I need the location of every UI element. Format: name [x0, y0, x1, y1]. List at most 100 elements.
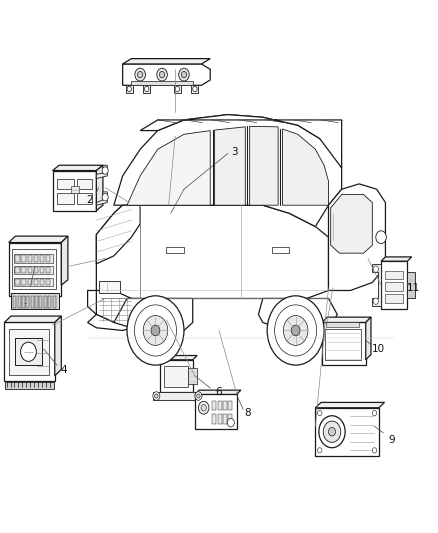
Bar: [188, 368, 197, 384]
Polygon shape: [315, 402, 385, 408]
Circle shape: [227, 418, 234, 427]
Circle shape: [138, 71, 143, 78]
Bar: [174, 85, 181, 93]
Bar: [218, 414, 222, 424]
Bar: [28, 267, 32, 273]
Polygon shape: [88, 290, 131, 322]
Bar: [131, 81, 193, 85]
Bar: [34, 267, 38, 273]
Circle shape: [181, 71, 187, 78]
Bar: [14, 266, 53, 274]
Text: 10: 10: [372, 344, 385, 354]
Circle shape: [198, 401, 209, 414]
Bar: [15, 338, 42, 365]
Polygon shape: [381, 257, 412, 261]
Bar: [218, 401, 222, 410]
Circle shape: [291, 325, 300, 336]
Circle shape: [267, 296, 324, 365]
Bar: [57, 193, 74, 204]
Circle shape: [127, 296, 184, 365]
Circle shape: [143, 316, 168, 345]
Bar: [53, 296, 56, 308]
Bar: [26, 296, 29, 308]
Bar: [22, 296, 25, 308]
Circle shape: [145, 86, 149, 92]
Text: 4: 4: [60, 366, 67, 375]
Circle shape: [134, 305, 177, 356]
Bar: [18, 296, 21, 308]
Circle shape: [157, 68, 167, 81]
Circle shape: [102, 167, 108, 174]
Circle shape: [323, 421, 341, 442]
Bar: [57, 179, 74, 189]
Polygon shape: [153, 392, 201, 400]
Circle shape: [201, 405, 206, 411]
Polygon shape: [96, 205, 328, 298]
Polygon shape: [53, 171, 96, 211]
Polygon shape: [61, 236, 68, 285]
Circle shape: [328, 427, 336, 436]
Polygon shape: [215, 127, 245, 205]
Text: 9: 9: [389, 435, 396, 445]
Circle shape: [283, 316, 308, 345]
Bar: [191, 85, 198, 93]
Bar: [325, 329, 361, 360]
Polygon shape: [96, 165, 107, 179]
Bar: [46, 255, 50, 262]
Bar: [407, 272, 415, 298]
Polygon shape: [331, 195, 372, 253]
Bar: [12, 249, 56, 289]
Circle shape: [318, 448, 322, 453]
Text: 6: 6: [215, 387, 223, 397]
Bar: [40, 267, 44, 273]
Bar: [9, 329, 49, 375]
Bar: [326, 322, 359, 327]
Polygon shape: [123, 59, 210, 64]
Bar: [39, 296, 42, 308]
Bar: [212, 401, 216, 410]
Bar: [14, 278, 53, 286]
Bar: [40, 255, 44, 262]
Polygon shape: [140, 115, 342, 168]
Polygon shape: [160, 360, 193, 392]
Polygon shape: [96, 205, 140, 264]
Circle shape: [179, 68, 189, 81]
Circle shape: [275, 305, 317, 356]
Bar: [77, 179, 92, 189]
Circle shape: [175, 86, 180, 92]
Polygon shape: [55, 316, 61, 376]
Bar: [164, 366, 188, 387]
Circle shape: [135, 68, 145, 81]
Bar: [21, 255, 26, 262]
Bar: [35, 296, 38, 308]
Polygon shape: [315, 408, 379, 456]
Bar: [28, 279, 32, 285]
Polygon shape: [96, 165, 103, 211]
Bar: [212, 414, 216, 424]
Bar: [228, 414, 232, 424]
Polygon shape: [114, 298, 193, 330]
Polygon shape: [96, 192, 107, 205]
Polygon shape: [160, 356, 197, 360]
Bar: [126, 85, 133, 93]
Bar: [223, 401, 227, 410]
Circle shape: [376, 231, 386, 244]
Circle shape: [372, 410, 377, 416]
Bar: [385, 282, 403, 291]
Bar: [15, 279, 20, 285]
Bar: [31, 296, 34, 308]
Bar: [40, 279, 44, 285]
Polygon shape: [381, 261, 407, 309]
Circle shape: [319, 416, 345, 448]
Polygon shape: [5, 382, 54, 389]
Polygon shape: [328, 184, 385, 290]
Bar: [272, 247, 289, 253]
Bar: [15, 255, 20, 262]
Polygon shape: [322, 322, 366, 365]
Polygon shape: [372, 264, 381, 306]
Bar: [46, 267, 50, 273]
Bar: [143, 85, 150, 93]
Circle shape: [155, 394, 158, 398]
Polygon shape: [283, 129, 328, 205]
Bar: [166, 247, 184, 253]
